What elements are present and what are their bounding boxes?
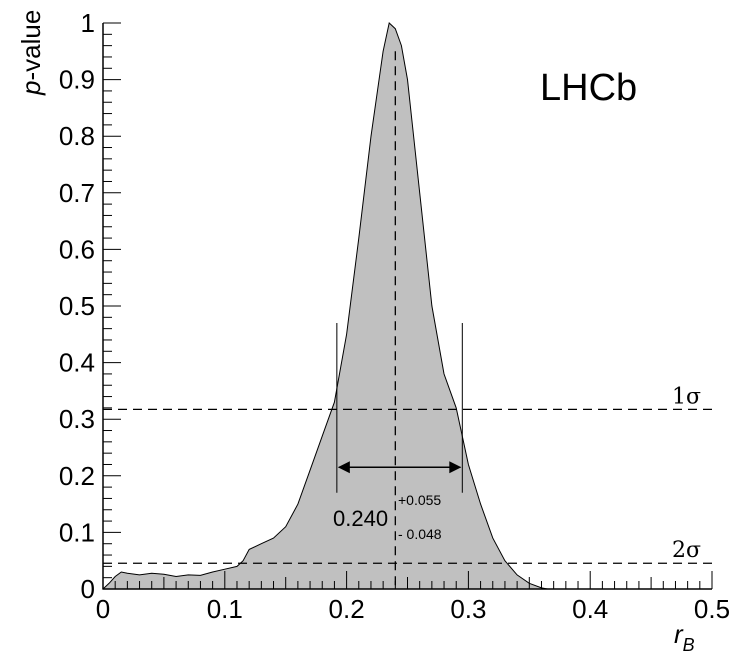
y-axis-title: p-value <box>16 10 46 96</box>
y-tick-label: 0.4 <box>59 348 95 378</box>
sigma-lines: 1σ 2σ <box>103 384 712 564</box>
y-tick-label: 0.5 <box>59 291 95 321</box>
x-axis-symbol: r <box>674 619 684 649</box>
lhcb-label: LHCb <box>540 67 637 109</box>
y-axis-symbol: p <box>16 81 46 96</box>
y-tick-label: 0 <box>81 574 95 604</box>
x-axis-subscript: B <box>683 635 695 655</box>
pvalue-curve <box>101 22 548 590</box>
y-tick-label: 0.8 <box>59 121 95 151</box>
x-tick-label: 0.3 <box>450 594 486 624</box>
x-tick-label: 0 <box>96 594 110 624</box>
y-tick-label: 0.6 <box>59 234 95 264</box>
result-minus-error: - 0.048 <box>398 526 442 542</box>
interval-arrow-right-head <box>449 461 462 474</box>
confidence-interval <box>336 51 463 589</box>
pvalue-scan-area <box>101 22 548 590</box>
result-annotation: 0.240 +0.055 - 0.048 <box>333 492 442 542</box>
x-tick-label: 0.5 <box>694 594 730 624</box>
x-tick-label: 0.1 <box>207 594 243 624</box>
x-tick-label: 0.2 <box>329 594 365 624</box>
y-tick-label: 0.7 <box>59 178 95 208</box>
y-tick-label: 0.2 <box>59 461 95 491</box>
interval-arrow-left-head <box>337 461 350 474</box>
result-plus-error: +0.055 <box>398 492 441 508</box>
sigma-label-2: 2σ <box>672 538 701 563</box>
y-axis-suffix: -value <box>16 10 46 81</box>
sigma-label-1: 1σ <box>672 384 701 409</box>
y-tick-label: 0.3 <box>59 404 95 434</box>
x-tick-label: 0.4 <box>572 594 608 624</box>
axis-ticks <box>102 22 713 590</box>
x-axis-title: rB <box>674 619 695 655</box>
y-tick-label: 0.1 <box>59 517 95 547</box>
y-tick-label: 1 <box>81 8 95 38</box>
y-tick-label: 0.9 <box>59 65 95 95</box>
result-value: 0.240 <box>333 506 388 531</box>
tick-labels: 0 0.1 0.2 0.3 0.4 0.5 0 0.1 0.2 0.3 0.4 0.5 0.6 0.7 0.… <box>59 8 730 624</box>
